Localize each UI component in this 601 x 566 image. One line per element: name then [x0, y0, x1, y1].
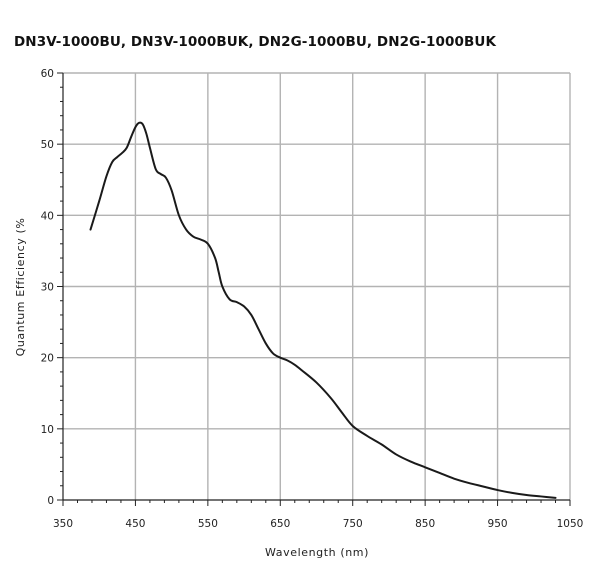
x-tick-label-550: 550	[198, 518, 218, 530]
y-tick-label-60: 60	[41, 68, 54, 80]
x-tick-label-350: 350	[53, 518, 73, 530]
x-tick-label-750: 750	[343, 518, 363, 530]
y-axis-label: Quantum Efficiency (%	[14, 218, 27, 357]
x-tick-label-450: 450	[125, 518, 145, 530]
y-tick-label-50: 50	[41, 139, 54, 151]
x-tick-labels: 350 450 550 650 750 850 950 1050	[53, 518, 583, 530]
x-tick-label-950: 950	[488, 518, 508, 530]
y-tick-label-20: 20	[41, 353, 54, 365]
y-tick-label-30: 30	[41, 282, 54, 294]
y-tick-labels: 0 10 20 30 40 50 60	[41, 68, 54, 507]
grid-lines	[63, 72, 571, 500]
x-tick-label-850: 850	[415, 518, 435, 530]
x-axis-label: Wavelength (nm)	[265, 546, 369, 559]
axes	[57, 72, 571, 506]
quantum-efficiency-curve	[89, 121, 557, 499]
x-tick-label-650: 650	[270, 518, 290, 530]
x-tick-label-1050: 1050	[557, 518, 584, 530]
chart-title: DN3V-1000BU, DN3V-1000BUK, DN2G-1000BU, …	[14, 34, 497, 50]
y-tick-label-10: 10	[41, 424, 54, 436]
y-tick-label-40: 40	[41, 210, 54, 222]
y-tick-label-0: 0	[47, 495, 54, 507]
